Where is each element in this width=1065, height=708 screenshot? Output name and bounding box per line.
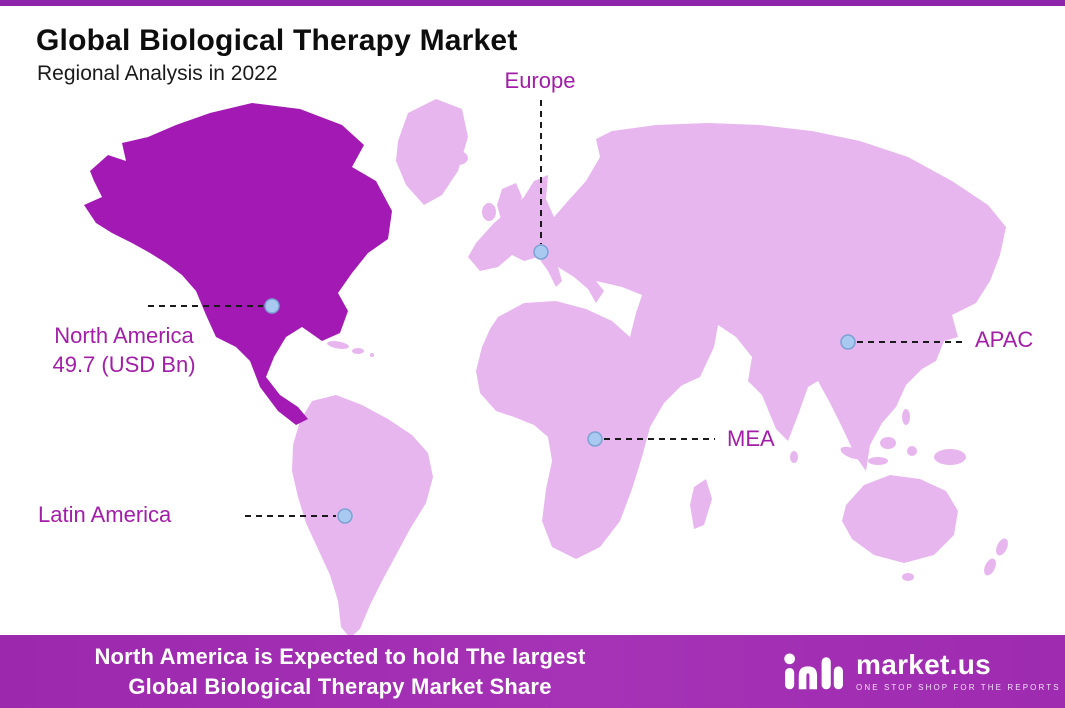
- footer-caption-line2: Global Biological Therapy Market Share: [128, 674, 552, 699]
- new-zealand-north-shape: [996, 538, 1008, 556]
- sumatra-shape: [840, 446, 864, 460]
- australia-shape: [842, 475, 958, 563]
- ireland-shape: [482, 203, 496, 221]
- apac-label: APAC: [975, 327, 1034, 352]
- world-map: [84, 99, 1008, 638]
- greenland-shape: [396, 99, 468, 205]
- logo-text: market.us: [856, 649, 991, 680]
- new-guinea-shape: [934, 449, 966, 465]
- java-shape: [868, 457, 888, 465]
- page-title: Global Biological Therapy Market: [36, 24, 518, 57]
- market-us-logo-icon: [782, 643, 846, 699]
- borneo-shape: [880, 437, 896, 449]
- eurasia-shape: [468, 123, 1006, 471]
- footer-caption-line1: North America is Expected to hold The la…: [94, 644, 586, 669]
- footer-caption: North America is Expected to hold The la…: [25, 642, 655, 702]
- page-subtitle: Regional Analysis in 2022: [37, 62, 278, 85]
- hispaniola-shape: [352, 348, 364, 354]
- footer-banner: North America is Expected to hold The la…: [0, 635, 1065, 708]
- new-zealand-south-shape: [984, 558, 996, 576]
- uk-shape: [497, 183, 522, 223]
- mea-marker: [587, 431, 603, 447]
- sulawesi-shape: [907, 446, 917, 456]
- north-america-label: North America 49.7 (USD Bn): [8, 321, 240, 379]
- iceland-shape: [448, 151, 468, 165]
- tasmania-shape: [902, 573, 914, 581]
- japan-shape: [931, 279, 945, 307]
- japan-south-shape: [919, 308, 933, 326]
- south-america-shape: [292, 395, 433, 638]
- north-america-value: 49.7 (USD Bn): [52, 352, 196, 377]
- europe-label: Europe: [504, 68, 576, 93]
- top-accent-bar: [0, 0, 1065, 6]
- caribbean-island-shape: [370, 353, 374, 357]
- latin-america-marker: [337, 508, 353, 524]
- north-america-label-text: North America: [54, 323, 194, 348]
- mea-label: MEA: [727, 426, 775, 451]
- sri-lanka-shape: [790, 451, 798, 463]
- logo-tagline: ONE STOP SHOP FOR THE REPORTS: [856, 683, 1061, 692]
- north-america-marker: [264, 298, 280, 314]
- europe-marker: [533, 244, 549, 260]
- apac-marker: [840, 334, 856, 350]
- philippines-shape: [902, 409, 910, 425]
- africa-shape: [476, 301, 684, 559]
- market-us-logo: market.us ONE STOP SHOP FOR THE REPORTS: [782, 643, 1061, 699]
- madagascar-shape: [690, 479, 712, 529]
- north-america-shape: [84, 103, 392, 425]
- cuba-shape: [327, 341, 349, 349]
- latin-america-label: Latin America: [38, 502, 172, 527]
